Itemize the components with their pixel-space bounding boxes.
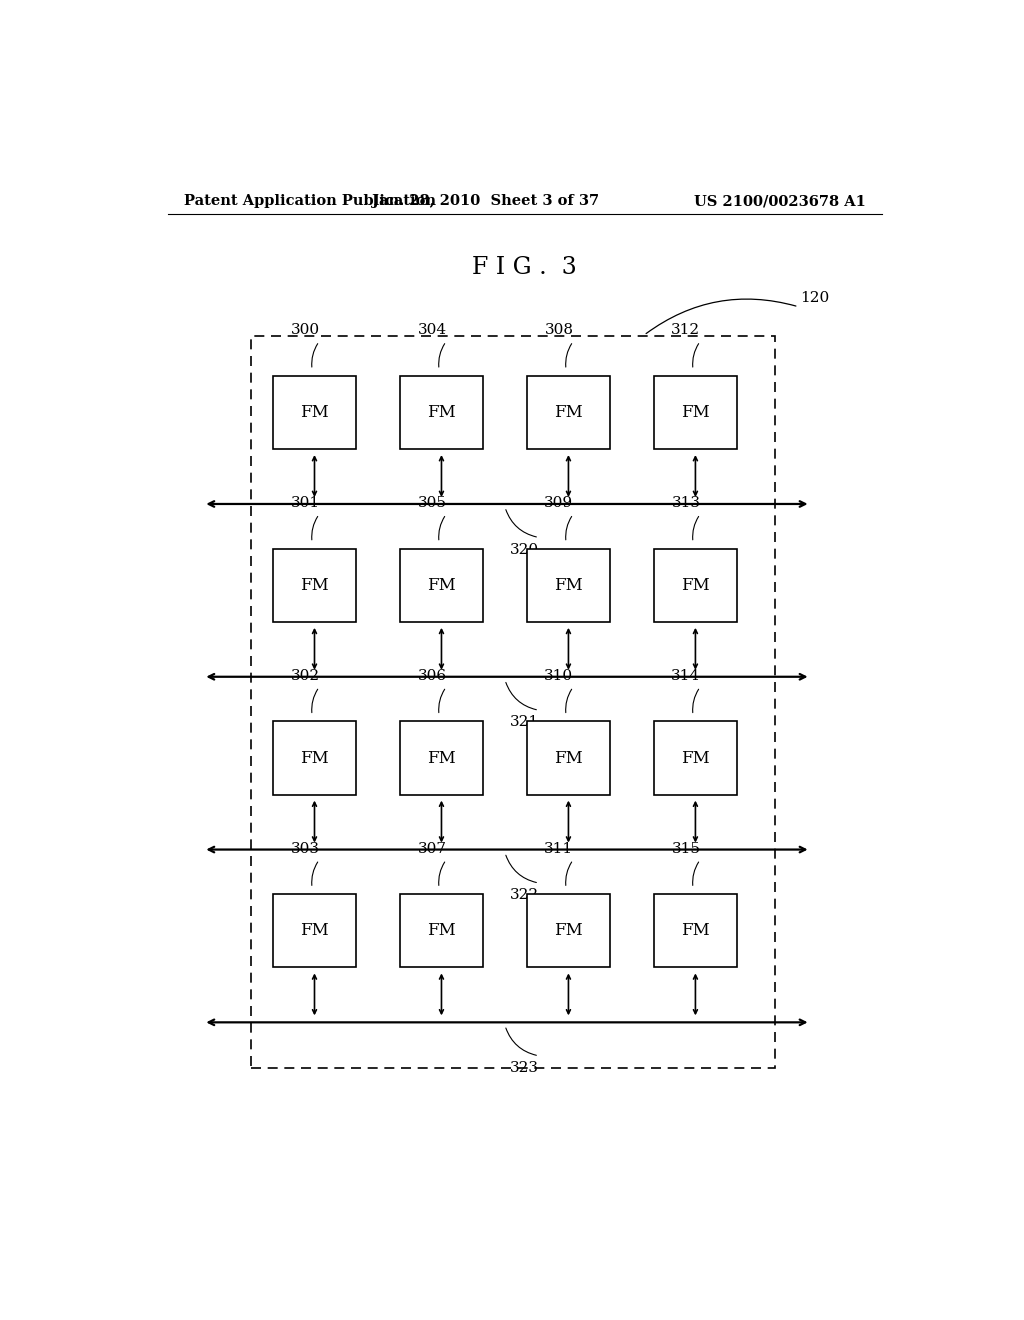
Text: 321: 321 (510, 715, 540, 730)
Text: 320: 320 (510, 543, 540, 557)
Text: FM: FM (681, 404, 710, 421)
Text: F I G .  3: F I G . 3 (472, 256, 578, 279)
Text: FM: FM (300, 750, 329, 767)
Bar (526, 722, 610, 795)
Bar (653, 722, 737, 795)
Bar (251, 337, 775, 1068)
Text: 303: 303 (291, 842, 319, 855)
Text: 315: 315 (672, 842, 700, 855)
Text: 300: 300 (291, 323, 319, 338)
Text: FM: FM (554, 923, 583, 940)
Bar (272, 894, 356, 968)
Bar (399, 549, 483, 622)
Bar (399, 376, 483, 449)
Text: FM: FM (681, 923, 710, 940)
Bar (526, 894, 610, 968)
Bar (272, 376, 356, 449)
Text: FM: FM (300, 404, 329, 421)
Text: FM: FM (300, 923, 329, 940)
Text: FM: FM (554, 577, 583, 594)
Bar (399, 894, 483, 968)
Text: FM: FM (681, 750, 710, 767)
Text: FM: FM (427, 404, 456, 421)
Text: 305: 305 (418, 496, 446, 510)
Text: 314: 314 (672, 669, 700, 682)
Text: US 2100/0023678 A1: US 2100/0023678 A1 (694, 194, 866, 209)
Text: FM: FM (427, 577, 456, 594)
Text: 313: 313 (672, 496, 700, 510)
Bar (653, 894, 737, 968)
Text: FM: FM (427, 750, 456, 767)
Text: FM: FM (300, 577, 329, 594)
Text: FM: FM (554, 404, 583, 421)
Text: FM: FM (554, 750, 583, 767)
Bar (526, 549, 610, 622)
Text: 322: 322 (510, 888, 540, 902)
Text: 312: 312 (672, 323, 700, 338)
Text: 304: 304 (418, 323, 446, 338)
Text: 120: 120 (800, 290, 829, 305)
Bar (399, 722, 483, 795)
Text: 323: 323 (510, 1061, 540, 1074)
Bar (526, 376, 610, 449)
Text: Patent Application Publication: Patent Application Publication (183, 194, 435, 209)
Text: 308: 308 (545, 323, 573, 338)
Text: 309: 309 (545, 496, 573, 510)
Bar (272, 722, 356, 795)
Text: 306: 306 (418, 669, 446, 682)
Text: 310: 310 (545, 669, 573, 682)
Text: Jan. 28, 2010  Sheet 3 of 37: Jan. 28, 2010 Sheet 3 of 37 (372, 194, 599, 209)
Text: 307: 307 (418, 842, 446, 855)
Text: FM: FM (427, 923, 456, 940)
Bar (653, 549, 737, 622)
Text: 302: 302 (291, 669, 319, 682)
Bar (272, 549, 356, 622)
Text: 311: 311 (545, 842, 573, 855)
Text: 301: 301 (291, 496, 319, 510)
Bar (653, 376, 737, 449)
Text: FM: FM (681, 577, 710, 594)
